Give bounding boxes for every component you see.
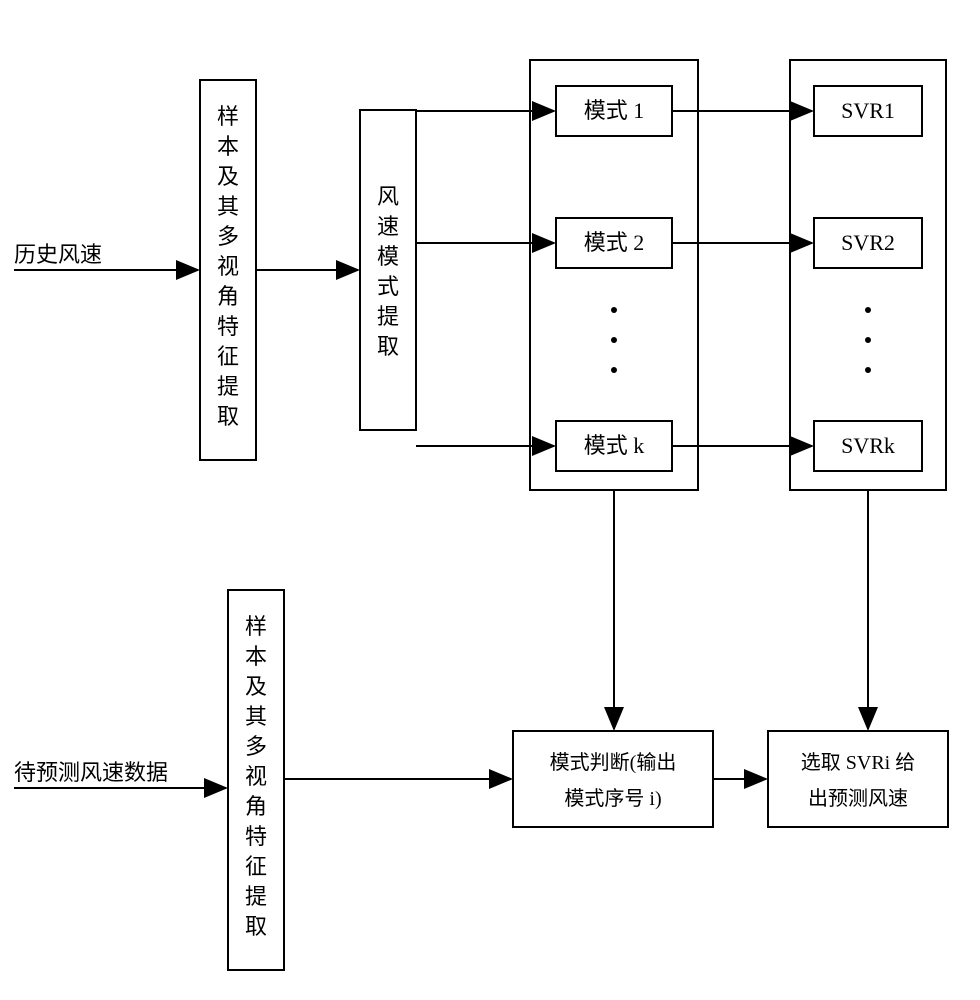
- mode-vdot: [611, 307, 617, 313]
- svg-text:提: 提: [377, 304, 399, 329]
- svg-text:及: 及: [245, 674, 267, 699]
- input-history-label: 历史风速: [14, 242, 102, 267]
- mode-2-label: 模式 2: [584, 230, 645, 255]
- svg-text:样: 样: [245, 614, 267, 639]
- svg-text:角: 角: [217, 284, 239, 309]
- feature-extract-2-label: 样本及其多视角特征提取: [245, 614, 267, 939]
- mode-judge-box: [513, 731, 713, 827]
- mode-vdot: [611, 367, 617, 373]
- select-svr-label-line2: 出预测风速: [808, 787, 908, 810]
- svg-text:式: 式: [377, 274, 399, 299]
- mode-judge-label-line1: 模式判断(输出: [550, 751, 677, 774]
- svg-text:取: 取: [377, 334, 399, 359]
- svr-vdot: [865, 307, 871, 313]
- svg-text:速: 速: [377, 214, 399, 239]
- svg-text:本: 本: [245, 644, 267, 669]
- svr-k-label: SVRk: [841, 433, 895, 458]
- svg-text:视: 视: [245, 764, 267, 789]
- mode-extract-box: [360, 110, 416, 430]
- svr-1-label: SVR1: [841, 98, 895, 123]
- select-svr-label-line1: 选取 SVRi 给: [801, 751, 915, 774]
- svg-text:取: 取: [217, 404, 239, 429]
- flowchart-diagram: 历史风速 样本及其多视角特征提取 风速模式提取 模式 1 模式 2 模式 k S…: [0, 0, 980, 1000]
- svg-text:及: 及: [217, 164, 239, 189]
- mode-1-label: 模式 1: [584, 98, 645, 123]
- svg-text:角: 角: [245, 794, 267, 819]
- svr-vdot: [865, 337, 871, 343]
- svg-text:本: 本: [217, 134, 239, 159]
- mode-k-label: 模式 k: [584, 433, 645, 458]
- svg-text:其: 其: [245, 704, 267, 729]
- select-svr-box: [768, 731, 948, 827]
- svg-text:提: 提: [245, 884, 267, 909]
- svg-text:提: 提: [217, 374, 239, 399]
- svg-text:模: 模: [377, 244, 399, 269]
- svg-text:风: 风: [377, 184, 399, 209]
- svg-text:多: 多: [245, 734, 267, 759]
- svr-2-label: SVR2: [841, 230, 895, 255]
- mode-judge-label-line2: 模式序号 i): [564, 787, 661, 810]
- svr-vdot: [865, 367, 871, 373]
- svg-text:多: 多: [217, 224, 239, 249]
- svg-text:征: 征: [245, 854, 267, 879]
- svg-text:特: 特: [245, 824, 267, 849]
- svg-text:样: 样: [217, 104, 239, 129]
- svg-text:特: 特: [217, 314, 239, 339]
- input-predict-label: 待预测风速数据: [14, 760, 168, 785]
- svg-text:视: 视: [217, 254, 239, 279]
- svg-text:其: 其: [217, 194, 239, 219]
- mode-vdot: [611, 337, 617, 343]
- svg-text:征: 征: [217, 344, 239, 369]
- svg-text:取: 取: [245, 914, 267, 939]
- feature-extract-1-label: 样本及其多视角特征提取: [217, 104, 239, 429]
